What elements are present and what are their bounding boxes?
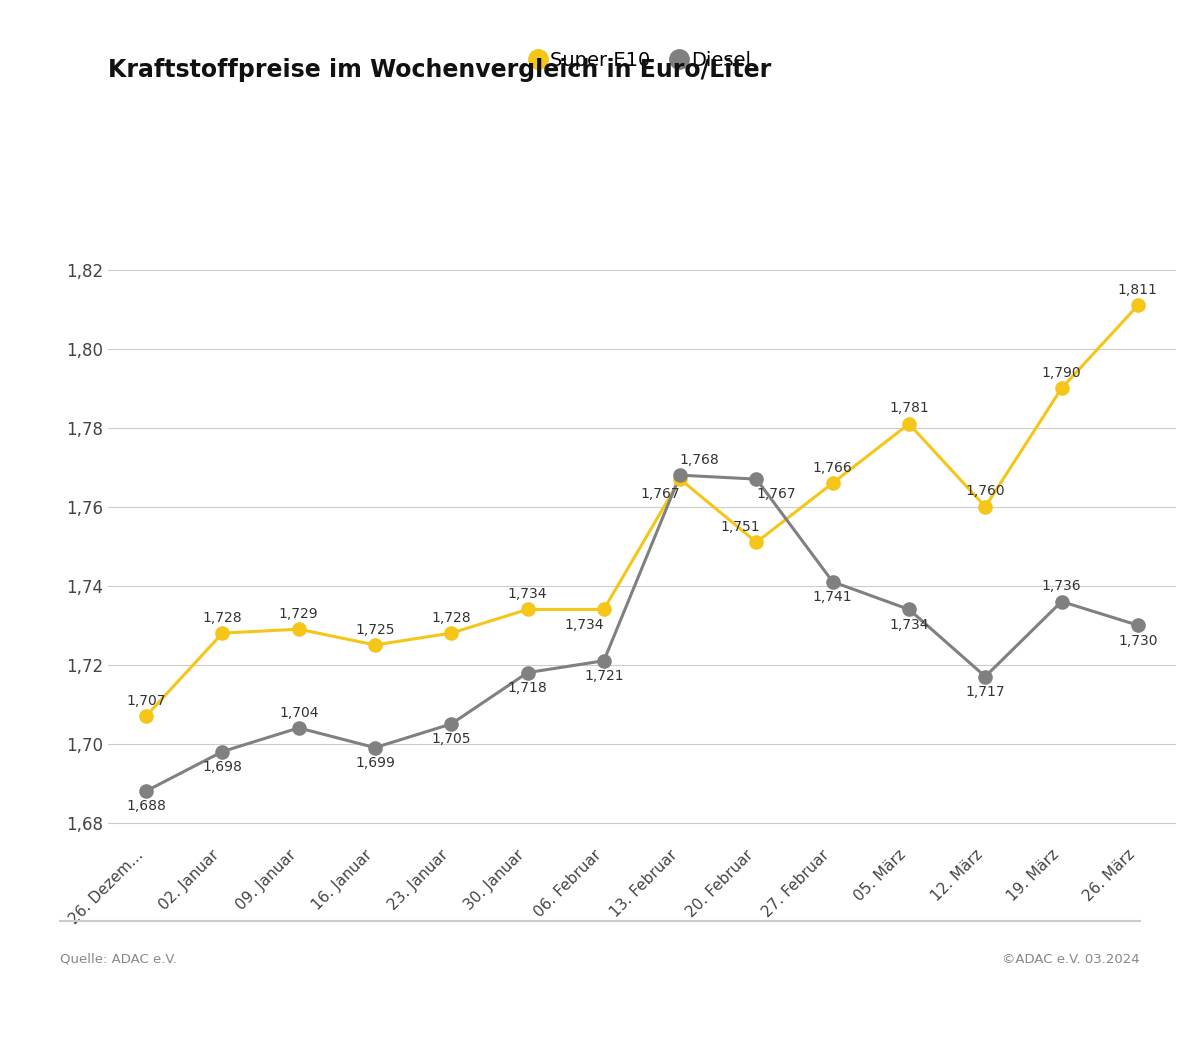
Point xyxy=(594,601,613,618)
Text: Kraftstoffpreise im Wochenvergleich in Euro/Liter: Kraftstoffpreise im Wochenvergleich in E… xyxy=(108,58,772,82)
Text: 1,767: 1,767 xyxy=(756,488,796,501)
Text: 1,734: 1,734 xyxy=(508,588,547,601)
Point xyxy=(289,719,308,736)
Text: 1,725: 1,725 xyxy=(355,622,395,637)
Point xyxy=(212,624,232,641)
Point xyxy=(1052,593,1072,610)
Point xyxy=(365,636,384,653)
Text: 1,767: 1,767 xyxy=(641,488,680,501)
Text: 1,721: 1,721 xyxy=(584,669,624,683)
Text: 1,717: 1,717 xyxy=(966,684,1006,699)
Point xyxy=(212,743,232,760)
Point xyxy=(137,782,156,799)
Point xyxy=(746,471,766,488)
Point xyxy=(900,601,919,618)
Text: 1,790: 1,790 xyxy=(1042,366,1081,380)
Text: 1,718: 1,718 xyxy=(508,681,547,695)
Text: 1,781: 1,781 xyxy=(889,401,929,416)
Text: 1,728: 1,728 xyxy=(203,611,242,624)
Point xyxy=(976,668,995,684)
Text: 1,730: 1,730 xyxy=(1118,634,1158,648)
Point xyxy=(365,739,384,756)
Text: 1,766: 1,766 xyxy=(812,461,852,475)
Point xyxy=(518,601,538,618)
Point xyxy=(900,416,919,433)
Point xyxy=(289,620,308,637)
Text: 1,707: 1,707 xyxy=(126,694,166,708)
Text: 1,751: 1,751 xyxy=(720,520,760,534)
Text: 1,734: 1,734 xyxy=(565,618,604,632)
Text: 1,736: 1,736 xyxy=(1042,579,1081,593)
Legend: Super E10, Diesel: Super E10, Diesel xyxy=(524,43,760,78)
Point xyxy=(442,624,461,641)
Text: 1,729: 1,729 xyxy=(278,607,318,621)
Point xyxy=(518,664,538,681)
Point xyxy=(823,574,842,591)
Point xyxy=(976,498,995,515)
Text: 1,734: 1,734 xyxy=(889,618,929,632)
Point xyxy=(671,471,690,488)
Text: 1,688: 1,688 xyxy=(126,799,166,813)
Point xyxy=(137,708,156,724)
Text: 1,704: 1,704 xyxy=(278,706,318,719)
Point xyxy=(1128,297,1147,314)
Text: 1,728: 1,728 xyxy=(432,611,472,624)
Text: 1,768: 1,768 xyxy=(679,453,720,466)
Point xyxy=(823,475,842,492)
Point xyxy=(671,466,690,483)
Point xyxy=(442,716,461,733)
Point xyxy=(1128,617,1147,634)
Point xyxy=(746,534,766,551)
Text: Quelle: ADAC e.V.: Quelle: ADAC e.V. xyxy=(60,953,176,966)
Text: 1,705: 1,705 xyxy=(432,732,472,747)
Point xyxy=(594,652,613,669)
Text: 1,741: 1,741 xyxy=(812,590,852,604)
Text: ©ADAC e.V. 03.2024: ©ADAC e.V. 03.2024 xyxy=(1002,953,1140,966)
Text: 1,811: 1,811 xyxy=(1118,283,1158,297)
Text: 1,698: 1,698 xyxy=(203,760,242,774)
Text: 1,760: 1,760 xyxy=(966,484,1006,498)
Text: 1,699: 1,699 xyxy=(355,756,395,770)
Point xyxy=(1052,380,1072,397)
